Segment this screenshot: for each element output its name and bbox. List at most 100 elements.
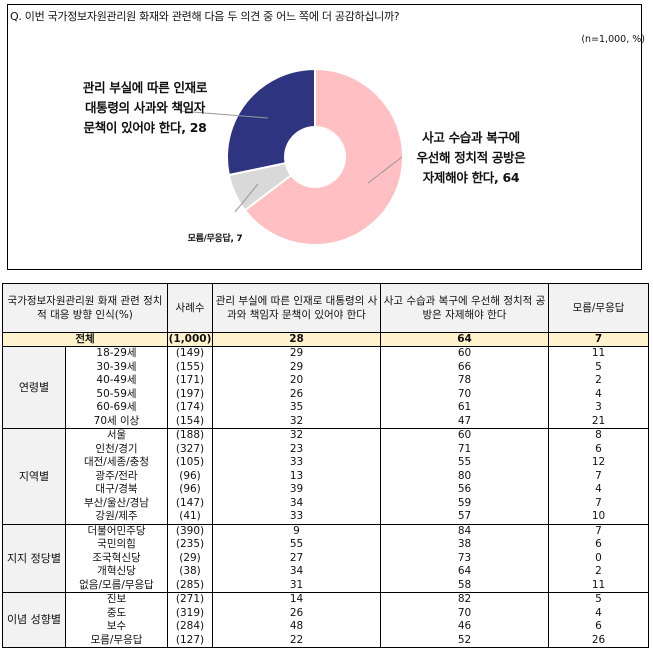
row-label: 중도 bbox=[65, 606, 168, 620]
row-v2: 80 bbox=[380, 469, 549, 483]
row-v2: 47 bbox=[380, 414, 549, 429]
row-n: (105) bbox=[167, 456, 213, 470]
group-label: 연령별 bbox=[2, 346, 66, 429]
row-n: (96) bbox=[167, 469, 213, 483]
row-n: (154) bbox=[167, 414, 213, 429]
row-v2: 55 bbox=[380, 456, 549, 470]
row-v1: 32 bbox=[212, 428, 381, 443]
table-row: 모름/무응답 (127) 22 52 26 bbox=[3, 633, 649, 648]
table-row: 국민의힘 (235) 55 38 6 bbox=[3, 538, 649, 552]
row-label: 40-49세 bbox=[65, 374, 168, 388]
row-v1: 29 bbox=[212, 360, 381, 374]
row-v2: 60 bbox=[380, 428, 549, 443]
total-label: 전체 bbox=[2, 332, 168, 347]
row-n: (147) bbox=[167, 496, 213, 510]
row-label: 서울 bbox=[65, 428, 168, 443]
row-v1: 32 bbox=[212, 414, 381, 429]
total-v3: 7 bbox=[548, 332, 649, 347]
row-label: 조국혁신당 bbox=[65, 551, 168, 565]
row-v2: 59 bbox=[380, 496, 549, 510]
row-label: 진보 bbox=[65, 592, 168, 607]
header-col2: 사고 수습과 복구에 우선해 정치적 공방은 자제해야 한다 bbox=[380, 283, 549, 333]
row-v3: 6 bbox=[548, 620, 649, 634]
row-label: 70세 이상 bbox=[65, 414, 168, 429]
table-row: 연령별 18-29세 (149) 29 60 11 bbox=[2, 346, 649, 429]
table-row: 부산/울산/경남 (147) 34 59 7 bbox=[3, 496, 649, 510]
leader-line-dk bbox=[234, 183, 259, 213]
row-v1: 23 bbox=[212, 442, 381, 456]
row-n: (29) bbox=[167, 551, 213, 565]
row-v1: 35 bbox=[212, 401, 381, 415]
row-label: 국민의힘 bbox=[65, 538, 168, 552]
row-v3: 7 bbox=[548, 496, 649, 510]
row-label: 30-39세 bbox=[65, 360, 168, 374]
row-v2: 78 bbox=[380, 374, 549, 388]
row-v3: 3 bbox=[548, 401, 649, 415]
group-label: 이념 성향별 bbox=[2, 592, 66, 648]
row-v1: 22 bbox=[212, 633, 381, 648]
row-n: (319) bbox=[167, 606, 213, 620]
row-v3: 11 bbox=[548, 578, 649, 593]
total-n: (1,000) bbox=[167, 332, 213, 347]
row-v3: 2 bbox=[548, 374, 649, 388]
donut-chart bbox=[179, 67, 404, 246]
group-label: 지역별 bbox=[2, 428, 66, 525]
row-n: (327) bbox=[167, 442, 213, 456]
row-v1: 55 bbox=[212, 538, 381, 552]
row-v2: 70 bbox=[380, 606, 549, 620]
row-v2: 73 bbox=[380, 551, 549, 565]
row-v3: 7 bbox=[548, 469, 649, 483]
row-v1: 33 bbox=[212, 456, 381, 470]
row-v3: 7 bbox=[548, 523, 649, 538]
row-label: 강원/제주 bbox=[65, 510, 168, 525]
row-n: (41) bbox=[167, 510, 213, 525]
label-restraint-line: 사고 수습과 복구에 bbox=[422, 130, 520, 145]
table-row: 조국혁신당 (29) 27 73 0 bbox=[3, 551, 649, 565]
label-blame-line: 문책이 있어야 한다, 28 bbox=[83, 120, 207, 135]
row-v2: 61 bbox=[380, 401, 549, 415]
table-row: 70세 이상 (154) 32 47 21 bbox=[3, 414, 649, 429]
row-v1: 20 bbox=[212, 374, 381, 388]
row-label: 대구/경북 bbox=[65, 483, 168, 497]
donut-slices bbox=[226, 67, 404, 246]
row-v1: 9 bbox=[212, 523, 381, 538]
row-v2: 64 bbox=[380, 565, 549, 579]
row-v3: 21 bbox=[548, 414, 649, 429]
row-v1: 48 bbox=[212, 620, 381, 634]
header-n: 사례수 bbox=[167, 283, 213, 333]
row-n: (188) bbox=[167, 428, 213, 443]
row-label: 대전/세종/충청 bbox=[65, 456, 168, 470]
row-v3: 5 bbox=[548, 592, 649, 607]
table-row: 30-39세 (155) 29 66 5 bbox=[3, 360, 649, 374]
row-v3: 10 bbox=[548, 510, 649, 525]
slice-blame bbox=[226, 67, 316, 177]
total-row: 전체 (1,000) 28 64 7 bbox=[2, 332, 649, 347]
row-v2: 57 bbox=[380, 510, 549, 525]
header-col1: 관리 부실에 따른 인재로 대통령의 사과와 책임자 문책이 있어야 한다 bbox=[212, 283, 381, 333]
row-v3: 0 bbox=[548, 551, 649, 565]
row-n: (96) bbox=[167, 483, 213, 497]
row-v1: 27 bbox=[212, 551, 381, 565]
chart-frame bbox=[7, 4, 642, 270]
row-label: 60-69세 bbox=[65, 401, 168, 415]
row-v1: 33 bbox=[212, 510, 381, 525]
total-v2: 64 bbox=[380, 332, 549, 347]
row-v1: 26 bbox=[212, 387, 381, 401]
row-n: (284) bbox=[167, 620, 213, 634]
header-col3: 모름/무응답 bbox=[548, 283, 649, 333]
table-row: 보수 (284) 48 46 6 bbox=[3, 620, 649, 634]
row-n: (235) bbox=[167, 538, 213, 552]
row-v2: 38 bbox=[380, 538, 549, 552]
row-n: (171) bbox=[167, 374, 213, 388]
row-v2: 71 bbox=[380, 442, 549, 456]
question-title: Q. 이번 국가정보자원관리원 화재와 관련해 다음 두 의견 중 어느 쪽에 … bbox=[10, 10, 400, 23]
table-row: 강원/제주 (41) 33 57 10 bbox=[3, 510, 649, 525]
row-v3: 26 bbox=[548, 633, 649, 648]
row-v1: 14 bbox=[212, 592, 381, 607]
row-v1: 29 bbox=[212, 346, 381, 361]
row-v2: 58 bbox=[380, 578, 549, 593]
row-n: (127) bbox=[167, 633, 213, 648]
row-n: (149) bbox=[167, 346, 213, 361]
row-n: (271) bbox=[167, 592, 213, 607]
row-n: (197) bbox=[167, 387, 213, 401]
